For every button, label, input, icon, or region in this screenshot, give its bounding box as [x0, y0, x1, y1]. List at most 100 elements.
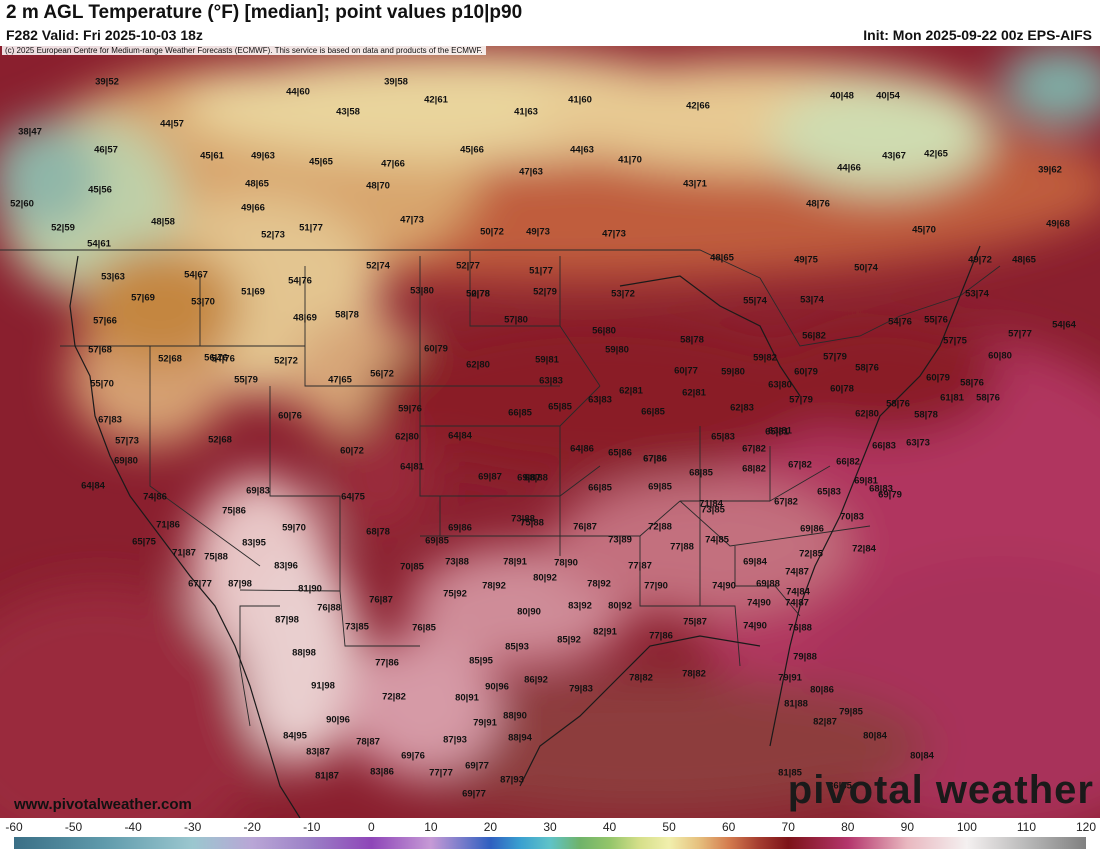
point-value: 85|93 — [505, 641, 529, 653]
colorbar-labels: -60 -50 -40 -30 -20 -10 0 10 20 30 40 50 60 70 80 90 100… — [0, 820, 1100, 834]
point-value: 74|87 — [785, 597, 809, 609]
point-value: 56|80 — [592, 325, 616, 337]
point-value: 75|87 — [683, 616, 707, 628]
point-value: 47|63 — [519, 166, 543, 178]
forecast-map[interactable]: (c) 2025 European Centre for Medium-rang… — [0, 46, 1100, 818]
temperature-shading — [0, 46, 1100, 818]
point-value: 74|86 — [143, 491, 167, 503]
point-value: 49|66 — [241, 202, 265, 214]
point-value: 50|72 — [480, 226, 504, 238]
point-value: 60|77 — [674, 365, 698, 377]
point-value: 45|70 — [912, 224, 936, 236]
point-value: 66|83 — [872, 440, 896, 452]
point-value: 63|73 — [906, 437, 930, 449]
point-value: 75|92 — [443, 588, 467, 600]
colorbar-tick-label: -40 — [124, 820, 142, 834]
point-value: 56|76 — [204, 352, 228, 364]
point-value: 79|91 — [778, 672, 802, 684]
point-value: 62|80 — [395, 431, 419, 443]
point-value: 78|90 — [554, 557, 578, 569]
header: 2 m AGL Temperature (°F) [median]; point… — [0, 0, 1100, 46]
colorbar: -60 -50 -40 -30 -20 -10 0 10 20 30 40 50 60 70 80 90 100… — [0, 818, 1100, 850]
point-value: 44|57 — [160, 118, 184, 130]
point-value: 64|86 — [570, 443, 594, 455]
point-value: 76|87 — [369, 594, 393, 606]
point-value: 78|92 — [587, 578, 611, 590]
point-value: 69|84 — [743, 556, 767, 568]
point-value: 52|78 — [466, 288, 490, 300]
point-value: 48|65 — [1012, 254, 1036, 266]
point-value: 83|92 — [568, 600, 592, 612]
point-value: 82|87 — [813, 716, 837, 728]
point-value: 45|65 — [309, 156, 333, 168]
point-value: 60|72 — [340, 445, 364, 457]
site-url[interactable]: www.pivotalweather.com — [14, 796, 192, 813]
point-value: 80|92 — [533, 572, 557, 584]
point-value: 61|81 — [940, 392, 964, 404]
point-value: 53|74 — [965, 288, 989, 300]
point-value: 78|82 — [629, 672, 653, 684]
point-value: 67|82 — [788, 459, 812, 471]
point-value: 56|72 — [370, 368, 394, 380]
point-value: 54|76 — [888, 316, 912, 328]
init-time: Init: Mon 2025-09-22 00z EPS-AIFS — [863, 27, 1092, 43]
point-value: 64|84 — [81, 480, 105, 492]
point-value: 62|81 — [619, 385, 643, 397]
point-value: 87|93 — [500, 774, 524, 786]
point-value: 78|87 — [356, 736, 380, 748]
point-value: 51|77 — [529, 265, 553, 277]
point-value: 55|76 — [924, 314, 948, 326]
point-value: 69|80 — [114, 455, 138, 467]
point-value: 41|63 — [514, 106, 538, 118]
point-value: 57|73 — [115, 435, 139, 447]
colorbar-tick-label: 60 — [721, 820, 736, 834]
point-value: 45|56 — [88, 184, 112, 196]
point-value: 76|87 — [573, 521, 597, 533]
point-value: 46|57 — [94, 144, 118, 156]
point-value: 73|88 — [445, 556, 469, 568]
point-value: 50|74 — [854, 262, 878, 274]
point-value: 57|66 — [93, 315, 117, 327]
point-value: 72|84 — [852, 543, 876, 555]
point-value: 68|85 — [689, 467, 713, 479]
colorbar-tick-label: 40 — [602, 820, 617, 834]
point-value: 67|77 — [188, 578, 212, 590]
point-value: 69|83 — [246, 485, 270, 497]
point-value: 78|92 — [482, 580, 506, 592]
point-value: 86|85 — [828, 780, 852, 792]
point-value: 57|68 — [88, 344, 112, 356]
point-value: 77|90 — [644, 580, 668, 592]
point-value: 74|90 — [743, 620, 767, 632]
point-value: 52|77 — [456, 260, 480, 272]
point-value: 65|86 — [608, 447, 632, 459]
point-value: 57|80 — [504, 314, 528, 326]
point-value: 66|85 — [641, 406, 665, 418]
point-value: 54|76 — [211, 353, 235, 365]
point-value: 45|61 — [200, 150, 224, 162]
point-value: 69|79 — [878, 489, 902, 501]
point-value: 42|61 — [424, 94, 448, 106]
point-value: 80|90 — [517, 606, 541, 618]
point-value: 55|70 — [90, 378, 114, 390]
brand-logo: pivotal weather — [787, 768, 1094, 812]
point-value: 53|80 — [410, 285, 434, 297]
point-value: 74|90 — [712, 580, 736, 592]
point-value: 69|81 — [854, 475, 878, 487]
valid-time: F282 Valid: Fri 2025-10-03 18z — [6, 27, 203, 43]
point-value: 49|72 — [968, 254, 992, 266]
point-value: 76|88 — [788, 622, 812, 634]
point-value: 77|88 — [670, 541, 694, 553]
colorbar-tick-label: -20 — [243, 820, 261, 834]
point-value: 77|86 — [649, 630, 673, 642]
point-value: 67|86 — [643, 453, 667, 465]
point-value: 52|68 — [158, 353, 182, 365]
copyright-notice: (c) 2025 European Centre for Medium-rang… — [2, 46, 486, 55]
point-value: 40|48 — [830, 90, 854, 102]
point-value: 80|84 — [910, 750, 934, 762]
point-value: 58|78 — [914, 409, 938, 421]
point-value: 74|87 — [785, 566, 809, 578]
point-value: 64|75 — [341, 491, 365, 503]
point-value: 48|65 — [710, 252, 734, 264]
point-value: 57|79 — [823, 351, 847, 363]
